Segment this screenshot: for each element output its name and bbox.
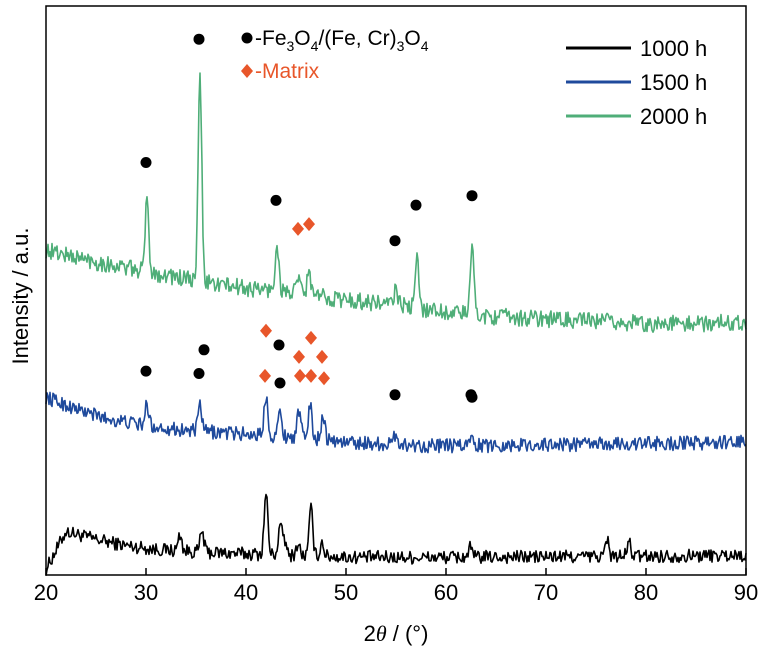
x-tick-label: 30 xyxy=(134,580,158,605)
annotation-legend-matrix: -Matrix xyxy=(255,60,320,83)
peak-marker-diamond xyxy=(318,371,330,386)
legend-label-3: 2000 h xyxy=(640,104,707,129)
peak-marker-circle xyxy=(274,377,286,389)
series-line-3 xyxy=(45,72,747,334)
series-legend: 1000 h 1500 h 2000 h xyxy=(566,36,707,129)
y-axis-label: Intensity / a.u. xyxy=(8,228,33,365)
peak-marker-diamond xyxy=(305,330,317,345)
plot-frame xyxy=(45,5,747,576)
peak-marker-circle xyxy=(466,190,478,202)
peak-marker-diamond xyxy=(259,368,271,383)
peak-marker-circle xyxy=(198,344,210,356)
peak-marker-circle xyxy=(193,368,205,379)
peak-marker-circle xyxy=(270,194,282,206)
peak-marker-circle xyxy=(389,235,401,247)
x-tick-label: 90 xyxy=(734,580,758,605)
diamond-marker-icon xyxy=(241,64,253,78)
plot-area xyxy=(45,33,747,576)
peak-marker-circle xyxy=(466,391,478,403)
peak-marker-circle xyxy=(140,365,152,377)
peak-marker-circle xyxy=(140,157,152,168)
peak-marker-diamond xyxy=(294,368,306,383)
peak-marker-diamond xyxy=(292,221,304,236)
peak-marker-circle xyxy=(193,33,205,45)
peak-marker-diamond xyxy=(260,323,272,338)
x-tick-label: 60 xyxy=(434,580,458,605)
peak-marker-circle xyxy=(389,389,401,401)
peak-marker-diamond xyxy=(305,368,317,383)
x-tick-label: 20 xyxy=(34,580,58,605)
annotation-legend-oxide: -Fe3O4/(Fe, Cr)3O4 xyxy=(255,27,429,54)
series-line-2 xyxy=(45,391,747,454)
legend-label-2: 1500 h xyxy=(640,70,707,95)
peak-marker-diamond xyxy=(303,217,315,232)
peak-marker-diamond xyxy=(316,349,328,364)
x-tick-label: 40 xyxy=(234,580,258,605)
annotation-legend: -Fe3O4/(Fe, Cr)3O4 -Matrix xyxy=(241,27,429,83)
axes: 20 30 40 50 60 70 80 90 xyxy=(34,5,758,605)
x-axis-label: 2θ / (°) xyxy=(364,621,429,646)
peak-marker-diamond xyxy=(293,349,305,364)
x-tick-label: 70 xyxy=(534,580,558,605)
peak-marker-circle xyxy=(273,339,285,351)
legend-label-1: 1000 h xyxy=(640,36,707,61)
x-tick-label: 50 xyxy=(334,580,358,605)
x-tick-label: 80 xyxy=(634,580,658,605)
circle-marker-icon xyxy=(241,32,253,44)
peak-marker-circle xyxy=(410,199,422,211)
series-line-1 xyxy=(45,493,747,576)
